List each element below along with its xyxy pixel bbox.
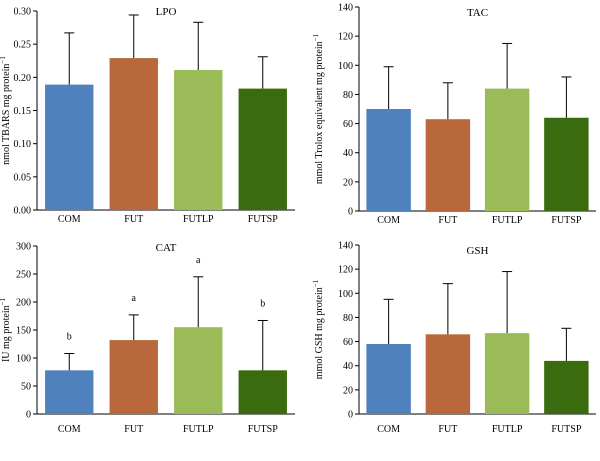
chart-title: GSH bbox=[466, 245, 488, 257]
y-tick-label: 300 bbox=[16, 242, 31, 253]
significance-label: b bbox=[260, 298, 265, 309]
x-tick-label: FUTLP bbox=[492, 215, 523, 226]
bar-com bbox=[45, 84, 94, 210]
chart-title: LPO bbox=[156, 6, 177, 18]
x-tick-label: COM bbox=[377, 424, 400, 435]
y-axis-label-text: nmol TBARS mg protein bbox=[1, 64, 12, 165]
y-tick-label: 20 bbox=[343, 177, 353, 188]
chart-lpo: LPO 0.00 0.05 0.10 0.15 0.20 0.25 0.30 nmol TBAR… bbox=[0, 6, 295, 225]
y-tick-label: 0.30 bbox=[14, 7, 32, 18]
y-axis-label-text: mmol GSH mg protein bbox=[314, 287, 325, 379]
chart-gsh: GSH 0 20 40 60 80 100 120 140 mmol GSH mg protein… bbox=[312, 241, 596, 435]
y-tick-label: 80 bbox=[343, 313, 353, 324]
bar-futsp bbox=[238, 88, 287, 210]
y-tick-label: 40 bbox=[343, 361, 353, 372]
y-axis-label: nmol TBARS mg protein−1 bbox=[0, 56, 12, 165]
x-tick-label: COM bbox=[377, 215, 400, 226]
y-axis-label-text: mmol Trolox equivalent mg protein bbox=[314, 41, 325, 184]
y-tick-label: 120 bbox=[338, 265, 353, 276]
y-axis-label-superscript: −1 bbox=[0, 297, 7, 305]
bar-com bbox=[366, 109, 411, 211]
y-tick-label: 0.15 bbox=[14, 106, 32, 117]
x-tick-label: FUT bbox=[124, 214, 143, 225]
x-tick-label: FUT bbox=[438, 215, 457, 226]
y-tick-label: 140 bbox=[338, 3, 353, 14]
y-tick-label: 0.25 bbox=[14, 40, 32, 51]
chart-tac: TAC 0 20 40 60 80 100 120 140 mmol Trolox equival… bbox=[312, 3, 596, 226]
bar-com bbox=[366, 343, 411, 414]
bar-fut bbox=[109, 58, 158, 211]
y-axis-label-superscript: −1 bbox=[312, 33, 320, 41]
y-tick-label: 0.10 bbox=[14, 139, 32, 150]
bar-futsp bbox=[544, 117, 589, 211]
y-tick-label: 250 bbox=[16, 270, 31, 281]
y-tick-label: 140 bbox=[338, 241, 353, 252]
y-tick-label: 0 bbox=[348, 207, 353, 218]
chart-title: CAT bbox=[156, 242, 177, 254]
bar-fut bbox=[109, 340, 158, 414]
y-tick-label: 0 bbox=[348, 410, 353, 421]
bar-futlp bbox=[174, 70, 223, 210]
y-tick-label: 50 bbox=[21, 382, 31, 393]
y-tick-label: 100 bbox=[338, 289, 353, 300]
x-tick-label: FUT bbox=[438, 424, 457, 435]
y-axis-label: mmol Trolox equivalent mg protein−1 bbox=[312, 33, 325, 184]
y-tick-label: 80 bbox=[343, 90, 353, 101]
bar-futlp bbox=[484, 88, 530, 211]
y-axis-label-text: IU mg protein bbox=[1, 305, 12, 362]
significance-label: b bbox=[67, 332, 72, 343]
bar-futlp bbox=[174, 327, 223, 414]
y-tick-label: 120 bbox=[338, 32, 353, 43]
y-axis-label: mmol GSH mg protein−1 bbox=[312, 279, 325, 379]
y-tick-label: 0.20 bbox=[14, 73, 32, 84]
bar-futsp bbox=[238, 370, 287, 414]
chart-cat: CAT 0 50 100 150 200 250 300 IU mg protein−1 b COM… bbox=[0, 242, 295, 435]
y-tick-label: 100 bbox=[16, 354, 31, 365]
bar-fut bbox=[425, 334, 471, 414]
x-tick-label: FUTLP bbox=[183, 214, 214, 225]
y-axis-label-superscript: −1 bbox=[0, 56, 7, 64]
significance-label: a bbox=[196, 255, 201, 266]
y-tick-label: 60 bbox=[343, 337, 353, 348]
y-tick-label: 150 bbox=[16, 326, 31, 337]
y-tick-label: 0.00 bbox=[14, 206, 32, 217]
x-tick-label: FUTSP bbox=[248, 214, 278, 225]
x-tick-label: FUTLP bbox=[492, 424, 523, 435]
y-tick-label: 0 bbox=[26, 410, 31, 421]
bar-com bbox=[45, 370, 94, 414]
bar-futsp bbox=[544, 360, 589, 414]
x-tick-label: COM bbox=[58, 424, 81, 435]
x-tick-label: FUT bbox=[124, 424, 143, 435]
x-tick-label: FUTSP bbox=[551, 215, 581, 226]
y-tick-label: 0.05 bbox=[14, 172, 32, 183]
x-tick-label: FUTSP bbox=[551, 424, 581, 435]
y-axis-label: IU mg protein−1 bbox=[0, 297, 12, 362]
x-tick-label: COM bbox=[58, 214, 81, 225]
significance-label: a bbox=[132, 293, 137, 304]
x-tick-label: FUTLP bbox=[183, 424, 214, 435]
x-tick-label: FUTSP bbox=[248, 424, 278, 435]
y-axis-label-superscript: −1 bbox=[312, 279, 320, 287]
bar-futlp bbox=[484, 333, 530, 414]
y-tick-label: 20 bbox=[343, 385, 353, 396]
y-tick-label: 60 bbox=[343, 119, 353, 130]
y-tick-label: 100 bbox=[338, 61, 353, 72]
y-tick-label: 200 bbox=[16, 298, 31, 309]
chart-title: TAC bbox=[467, 7, 488, 19]
y-tick-label: 40 bbox=[343, 148, 353, 159]
bar-fut bbox=[425, 119, 471, 211]
